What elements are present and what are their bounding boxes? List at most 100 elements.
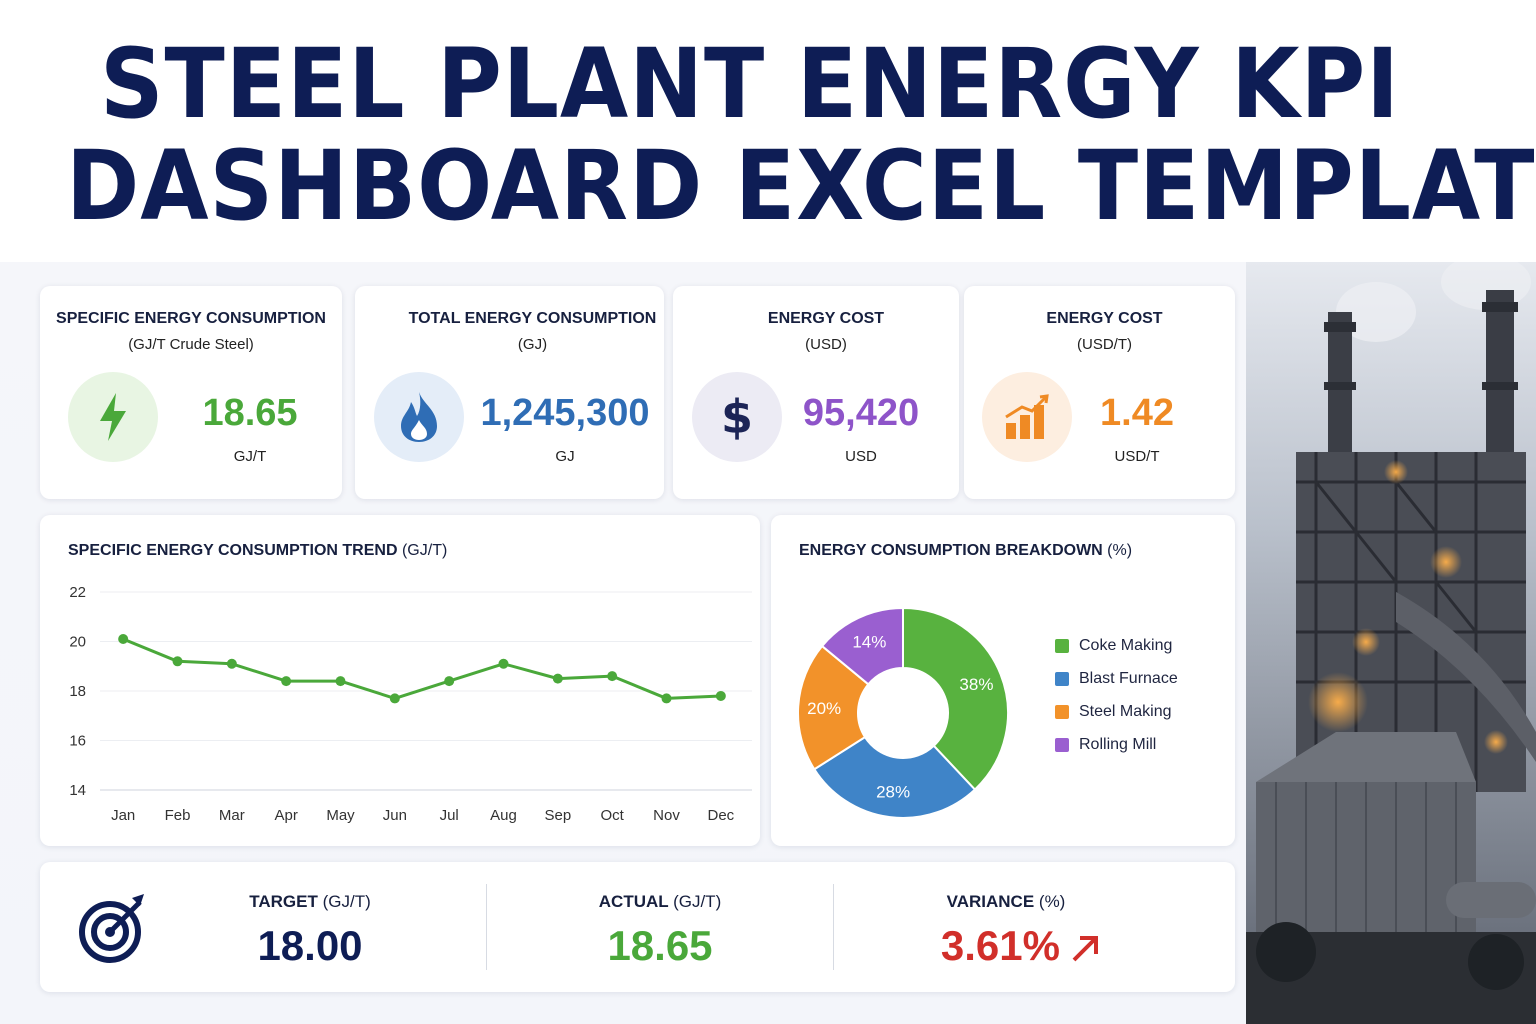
trend-chart-title-text: SPECIFIC ENERGY CONSUMPTION TREND [68,542,398,559]
data-point [118,634,129,645]
data-point [281,676,292,687]
y-tick-label: 16 [69,733,86,750]
x-tick-label: May [326,807,355,824]
trend-chart-title: SPECIFIC ENERGY CONSUMPTION TREND (GJ/T) [68,542,447,560]
breakdown-donut-chart: 38% 28% 20% 14% [797,606,1009,819]
arrow-up-icon [1068,932,1102,971]
breakdown-chart-title-unit: (%) [1107,542,1133,559]
y-tick-label: 14 [69,782,86,799]
actual-label-unit: (GJ/T) [673,892,722,911]
breakdown-chart-title: ENERGY CONSUMPTION BREAKDOWN (%) [799,542,1132,560]
data-point [661,693,672,704]
slice-blast-furnace [812,735,977,819]
x-tick-label: Jun [383,807,407,824]
legend-swatch [1055,705,1069,719]
kpi-card-specific-energy: SPECIFIC ENERGY CONSUMPTION (GJ/T Crude … [40,286,342,499]
legend-label: Blast Furnace [1079,670,1178,687]
kpi-title: SPECIFIC ENERGY CONSUMPTION [56,310,326,327]
legend-swatch [1055,672,1069,686]
x-tick-label: Oct [600,807,624,824]
legend-label: Rolling Mill [1079,736,1157,753]
slice-coke-making [902,606,1009,791]
variance-label-unit: (%) [1038,892,1066,911]
variance-label-text: VARIANCE [946,892,1035,911]
kpi-card-energy-cost-per-ton: ENERGY COST (USD/T) 1.42 USD/T [964,286,1235,499]
kpi-subtitle: (USD/T) [1077,336,1132,353]
variance-label: VARIANCE (%) [916,892,1096,912]
data-point [226,658,237,669]
legend-item-coke-making: Coke Making [1055,637,1172,655]
x-tick-label: Aug [490,807,517,824]
kpi-unit: GJ [555,448,575,465]
legend-label: Steel Making [1079,703,1172,720]
target-label: TARGET (GJ/T) [220,892,400,912]
steel-plant-photo [1246,262,1536,1024]
slice-rolling-mill [820,606,904,686]
flame-icon [374,372,464,462]
kpi-title: ENERGY COST [767,310,885,327]
divider [833,884,834,970]
bar-chart-icon [982,372,1072,462]
kpi-value: 18.65 [202,392,298,434]
actual-label: ACTUAL (GJ/T) [570,892,750,912]
lightning-bolt-icon [68,372,158,462]
dollar-icon: $ [692,372,782,462]
slice-steel-making [797,644,870,771]
x-tick-label: Jan [111,807,135,824]
legend-item-rolling-mill: Rolling Mill [1055,736,1156,754]
data-point [335,676,346,687]
legend-item-steel-making: Steel Making [1055,703,1172,721]
series-line [122,637,721,700]
x-tick-label: Sep [544,807,571,824]
slice-label: 14% [852,633,886,652]
slice-label: 28% [876,782,910,801]
legend-item-blast-furnace: Blast Furnace [1055,670,1178,688]
trend-line-chart: 14 16 18 20 22 Jan Feb Mar Apr May Jun Jul Aug Sep Oct… [69,584,752,824]
breakdown-chart-card: ENERGY CONSUMPTION BREAKDOWN (%) 38% 28% 2… [771,515,1235,846]
y-tick-label: 18 [69,683,86,700]
actual-label-text: ACTUAL [598,892,669,911]
trend-chart-title-unit: (GJ/T) [401,542,448,559]
legend-label: Coke Making [1079,637,1173,654]
kpi-unit: USD/T [1114,448,1160,465]
data-point [172,656,183,667]
variance-value: 3.61% [940,922,1060,969]
kpi-value: 95,420 [802,392,920,434]
kpi-value: 1,245,300 [480,392,650,434]
kpi-card-total-energy: TOTAL ENERGY CONSUMPTION (GJ) 1,245,300 … [355,286,664,499]
kpi-unit: GJ/T [233,448,267,465]
kpi-subtitle: (GJ) [517,336,548,353]
data-point [607,671,618,682]
actual-value: 18.65 [607,922,713,969]
y-tick-label: 20 [69,634,86,651]
kpi-card-energy-cost: ENERGY COST (USD) $ 95,420 USD [673,286,959,499]
legend-swatch [1055,738,1069,752]
slice-label: 38% [959,675,993,694]
data-point [444,676,455,687]
page-title-line-1: STEEL PLANT ENERGY KPI [100,28,1400,140]
x-tick-label: Mar [219,807,245,824]
target-label-unit: (GJ/T) [322,892,371,911]
target-icon [78,892,150,969]
data-point [389,693,400,704]
kpi-value: 1.42 [1100,392,1174,434]
target-value: 18.00 [257,922,363,969]
x-tick-label: Dec [707,807,734,824]
x-tick-label: Feb [165,807,191,824]
y-tick-label: 22 [69,584,86,601]
x-tick-label: Nov [653,807,680,824]
slice-label: 20% [807,699,841,718]
page-title-line-2: DASHBOARD EXCEL TEMPLATE [66,130,1536,242]
kpi-unit: USD [845,448,877,465]
kpi-title: ENERGY COST [1046,310,1163,327]
data-point [498,658,509,669]
divider [486,884,487,970]
x-tick-label: Apr [274,807,297,824]
breakdown-chart-title-text: ENERGY CONSUMPTION BREAKDOWN [799,542,1103,559]
legend-swatch [1055,639,1069,653]
trend-chart-card: SPECIFIC ENERGY CONSUMPTION TREND (GJ/T)… [40,515,760,846]
data-point [715,690,726,701]
kpi-subtitle: (GJ/T Crude Steel) [128,336,254,353]
data-point [552,673,563,684]
kpi-title: TOTAL ENERGY CONSUMPTION [408,310,657,327]
